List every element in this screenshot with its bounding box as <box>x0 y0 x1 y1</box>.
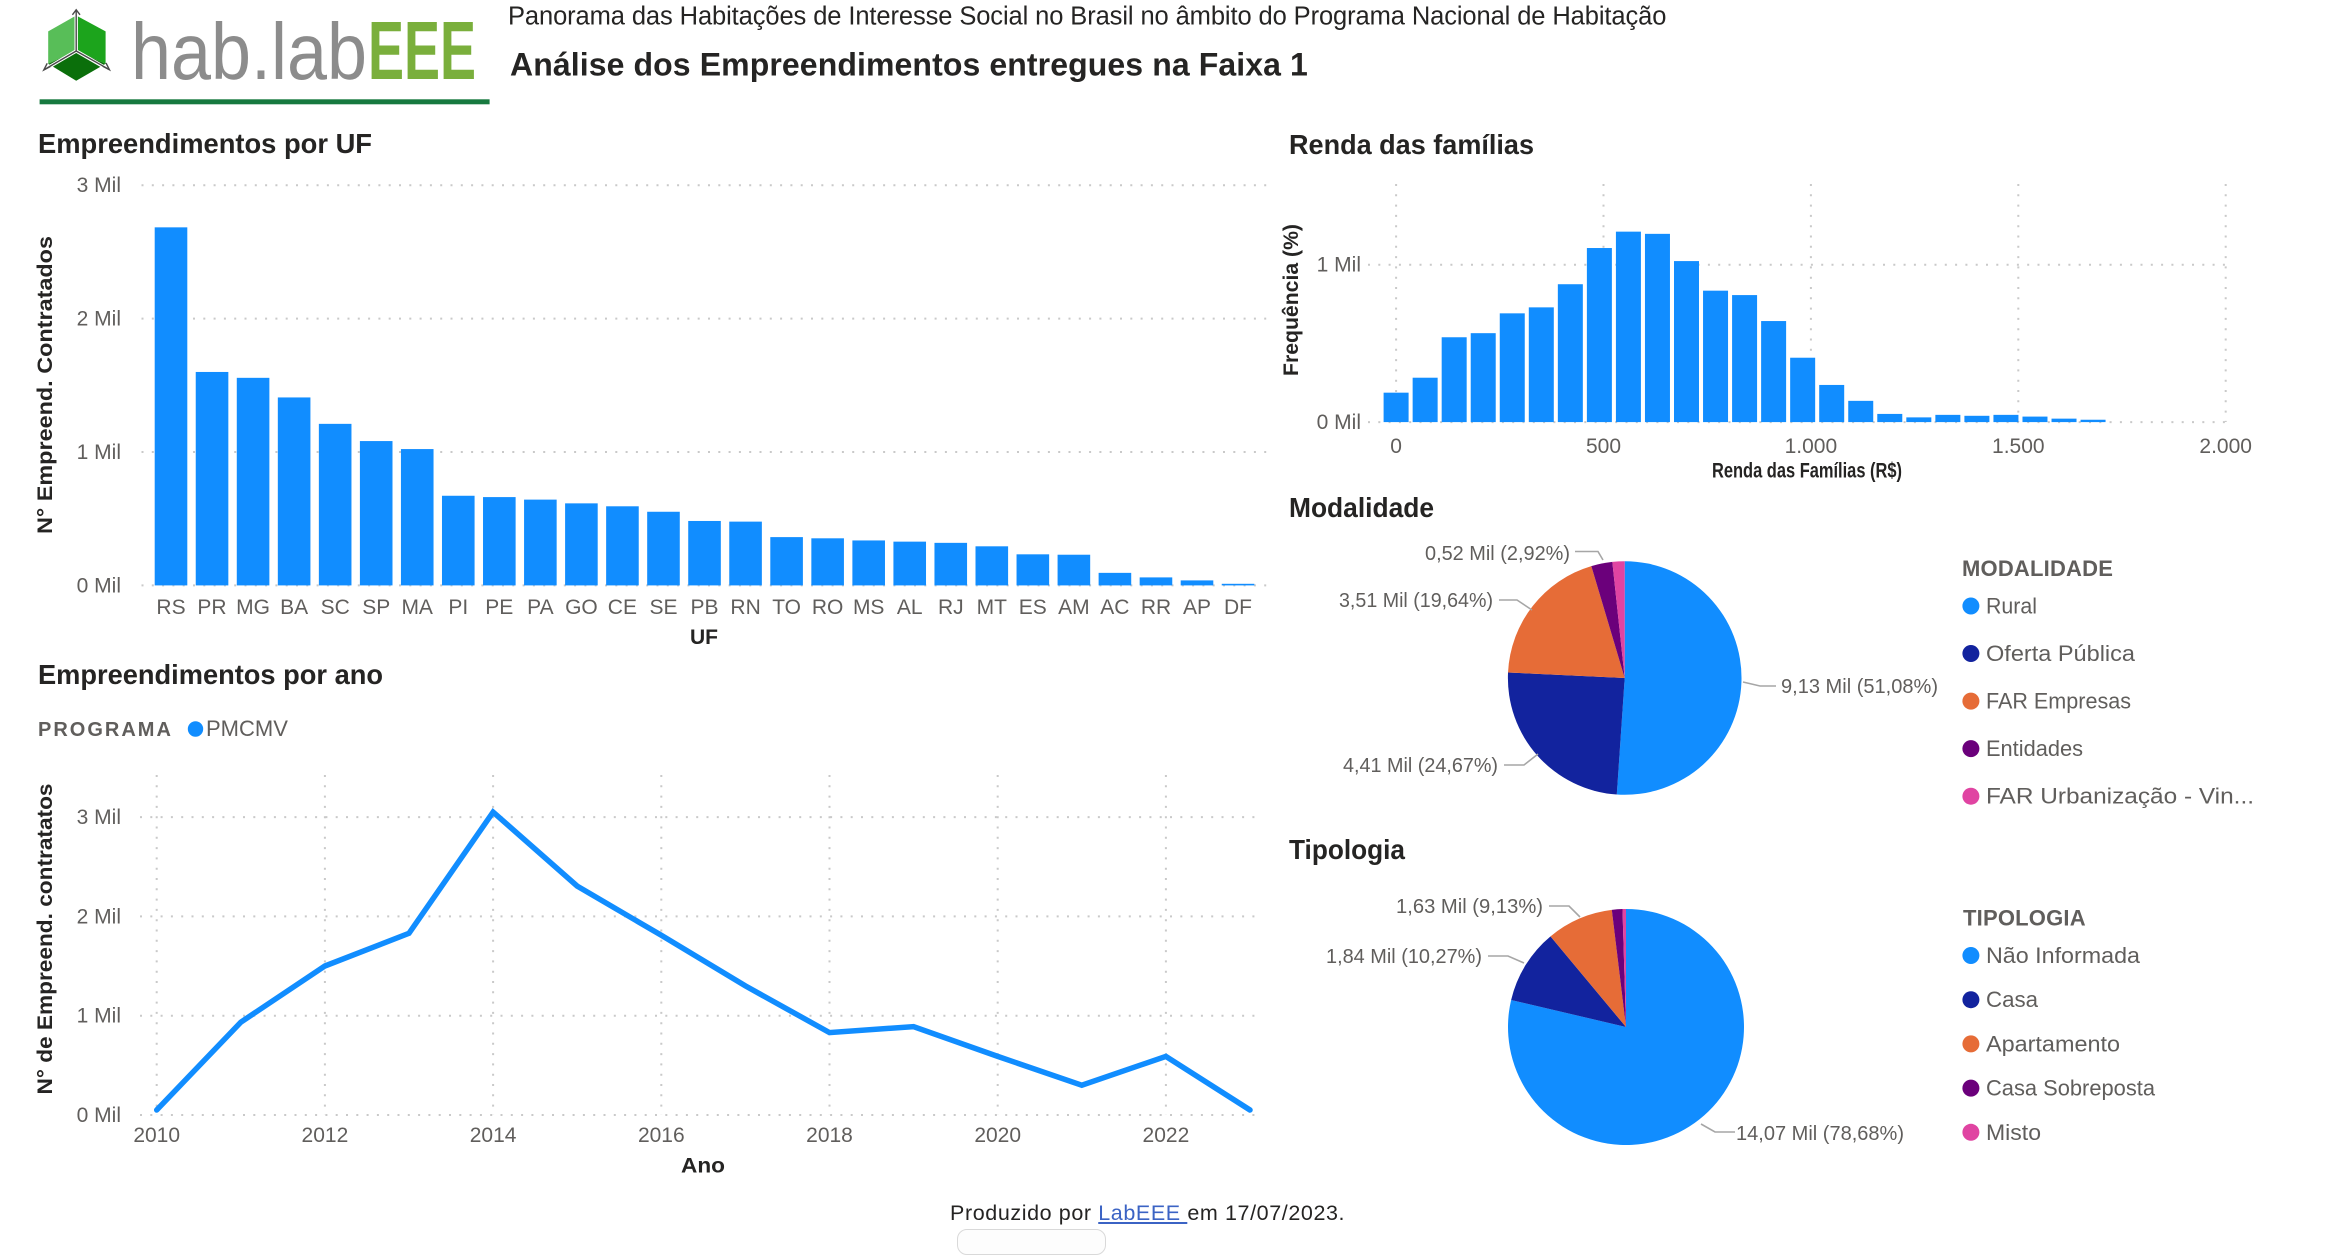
svg-text:Casa Sobreposta: Casa Sobreposta <box>1986 1076 2156 1101</box>
svg-text:2.000: 2.000 <box>2199 435 2252 458</box>
svg-text:2 Mil: 2 Mil <box>77 905 121 928</box>
svg-text:TIPOLOGIA: TIPOLOGIA <box>1963 906 2086 931</box>
svg-text:MT: MT <box>977 596 1007 619</box>
svg-text:1 Mil: 1 Mil <box>77 1005 121 1028</box>
svg-text:FAR Empresas: FAR Empresas <box>1986 689 2131 714</box>
svg-text:SC: SC <box>321 596 350 619</box>
svg-text:2012: 2012 <box>302 1124 349 1147</box>
svg-text:RS: RS <box>156 596 185 619</box>
svg-text:Renda das famílias: Renda das famílias <box>1289 129 1534 160</box>
svg-text:0: 0 <box>1390 435 1402 458</box>
svg-text:Oferta Pública: Oferta Pública <box>1986 641 2136 666</box>
svg-text:PA: PA <box>527 596 553 619</box>
svg-text:2022: 2022 <box>1143 1124 1190 1147</box>
svg-text:SE: SE <box>649 596 677 619</box>
svg-text:PB: PB <box>690 596 718 619</box>
svg-text:PI: PI <box>448 596 468 619</box>
svg-text:Apartamento: Apartamento <box>1986 1031 2120 1056</box>
svg-text:2020: 2020 <box>974 1124 1021 1147</box>
svg-text:3 Mil: 3 Mil <box>77 806 121 829</box>
svg-text:PROGRAMA: PROGRAMA <box>38 719 173 741</box>
svg-text:GO: GO <box>565 596 598 619</box>
svg-text:Modalidade: Modalidade <box>1289 492 1434 523</box>
svg-text:RO: RO <box>812 596 844 619</box>
svg-text:MS: MS <box>853 596 885 619</box>
svg-text:2 Mil: 2 Mil <box>77 308 121 331</box>
svg-text:PE: PE <box>485 596 513 619</box>
svg-text:SP: SP <box>362 596 390 619</box>
svg-text:hab.lab: hab.lab <box>131 7 367 96</box>
svg-text:4,41 Mil (24,67%): 4,41 Mil (24,67%) <box>1343 754 1498 777</box>
svg-text:0 Mil: 0 Mil <box>77 1104 121 1127</box>
svg-text:RR: RR <box>1141 596 1171 619</box>
svg-text:FAR Urbanização - Vin...: FAR Urbanização - Vin... <box>1986 784 2254 809</box>
svg-text:Não Informada: Não Informada <box>1986 943 2141 968</box>
svg-text:1,63 Mil (9,13%): 1,63 Mil (9,13%) <box>1396 895 1543 918</box>
svg-text:2010: 2010 <box>133 1124 180 1147</box>
svg-text:14,07 Mil (78,68%): 14,07 Mil (78,68%) <box>1736 1122 1904 1145</box>
svg-text:Análise dos Empreendimentos en: Análise dos Empreendimentos entregues na… <box>510 47 1308 83</box>
svg-text:1,84 Mil (10,27%): 1,84 Mil (10,27%) <box>1326 945 1482 968</box>
svg-text:Ano: Ano <box>681 1155 725 1178</box>
svg-text:Frequência (%): Frequência (%) <box>1280 224 1303 376</box>
svg-text:0 Mil: 0 Mil <box>77 574 121 597</box>
svg-text:TO: TO <box>772 596 801 619</box>
svg-text:AL: AL <box>897 596 923 619</box>
svg-text:ES: ES <box>1019 596 1047 619</box>
svg-text:RJ: RJ <box>938 596 964 619</box>
svg-text:Tipologia: Tipologia <box>1289 834 1405 865</box>
svg-text:Panorama das Habitações de Int: Panorama das Habitações de Interesse Soc… <box>508 3 1666 31</box>
svg-text:Empreendimentos por ano: Empreendimentos por ano <box>38 659 383 690</box>
svg-text:N° de Empreend. contratatos: N° de Empreend. contratatos <box>34 784 57 1095</box>
svg-text:500: 500 <box>1586 435 1621 458</box>
svg-text:1 Mil: 1 Mil <box>1317 254 1361 277</box>
svg-text:Entidades: Entidades <box>1986 736 2083 761</box>
svg-text:DF: DF <box>1224 596 1252 619</box>
svg-text:AP: AP <box>1183 596 1211 619</box>
svg-text:PMCMV: PMCMV <box>206 716 288 741</box>
svg-text:0,52 Mil (2,92%): 0,52 Mil (2,92%) <box>1425 542 1570 565</box>
svg-text:9,13 Mil (51,08%): 9,13 Mil (51,08%) <box>1781 675 1938 698</box>
svg-text:2016: 2016 <box>638 1124 685 1147</box>
svg-text:1 Mil: 1 Mil <box>77 441 121 464</box>
svg-text:N° Empreend. Contratados: N° Empreend. Contratados <box>34 236 57 534</box>
svg-text:MODALIDADE: MODALIDADE <box>1962 556 2113 581</box>
svg-text:Casa: Casa <box>1986 987 2039 1012</box>
svg-text:AM: AM <box>1058 596 1090 619</box>
svg-text:MA: MA <box>401 596 433 619</box>
svg-text:1.000: 1.000 <box>1785 435 1838 458</box>
svg-text:CE: CE <box>608 596 637 619</box>
svg-text:BA: BA <box>280 596 308 619</box>
svg-text:2018: 2018 <box>806 1124 853 1147</box>
svg-text:3,51 Mil (19,64%): 3,51 Mil (19,64%) <box>1339 589 1493 612</box>
svg-text:2014: 2014 <box>470 1124 517 1147</box>
svg-text:Renda das Famílias (R$): Renda das Famílias (R$) <box>1712 460 1902 483</box>
svg-text:1.500: 1.500 <box>1992 435 2045 458</box>
svg-text:PR: PR <box>197 596 226 619</box>
svg-text:0 Mil: 0 Mil <box>1317 411 1361 434</box>
svg-text:MG: MG <box>236 596 270 619</box>
svg-text:EEE: EEE <box>368 4 476 97</box>
svg-text:3 Mil: 3 Mil <box>77 174 121 197</box>
svg-text:Misto: Misto <box>1986 1120 2041 1145</box>
svg-text:UF: UF <box>690 626 718 649</box>
svg-text:RN: RN <box>730 596 760 619</box>
svg-text:Rural: Rural <box>1986 594 2037 619</box>
svg-text:Empreendimentos por UF: Empreendimentos por UF <box>38 128 372 159</box>
svg-text:AC: AC <box>1100 596 1129 619</box>
